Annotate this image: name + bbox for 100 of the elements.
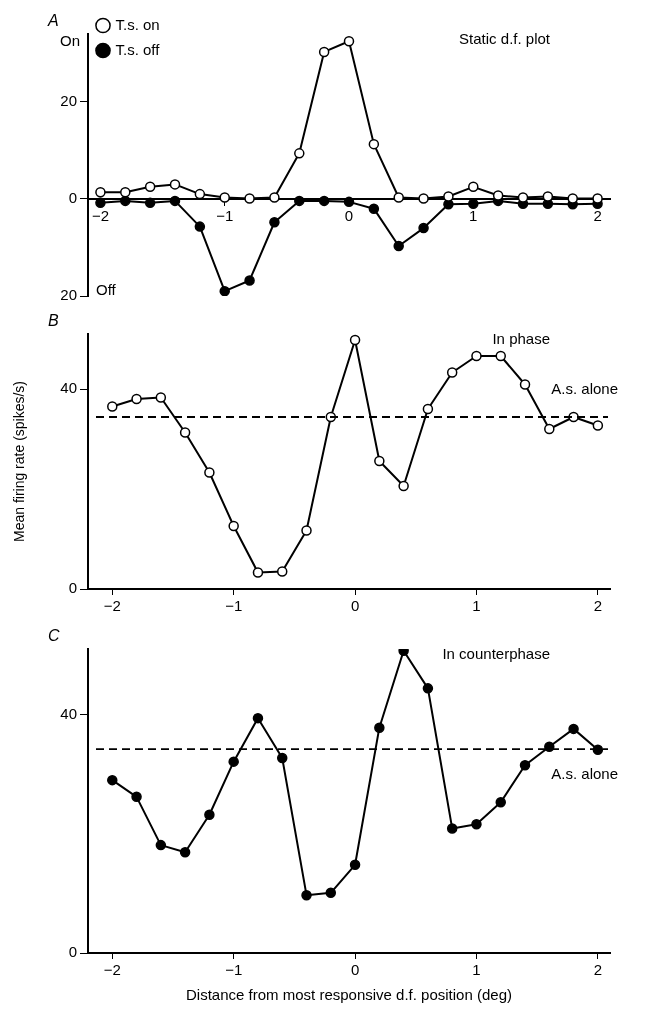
point <box>325 887 337 899</box>
point <box>343 196 355 208</box>
point <box>155 839 167 851</box>
point <box>169 179 181 190</box>
point <box>592 420 604 431</box>
x-tick-label: −2 <box>91 207 109 225</box>
point <box>568 723 579 735</box>
point <box>194 221 206 232</box>
point <box>495 350 506 362</box>
y-tick-label: 20 <box>60 286 77 304</box>
x-tick-label: 2 <box>593 207 602 225</box>
ref-line-label: A.s. alone <box>551 764 618 782</box>
x-tick-label: 0 <box>350 597 360 615</box>
point <box>228 756 239 767</box>
point <box>495 796 506 808</box>
point <box>294 148 305 159</box>
point <box>131 393 142 405</box>
point <box>219 192 230 203</box>
point <box>169 195 181 207</box>
point <box>544 423 555 435</box>
y-tick-label: 0 <box>68 579 77 597</box>
x-tick-label: −1 <box>225 961 243 979</box>
point <box>269 192 280 203</box>
point <box>301 889 312 901</box>
x-tick-label: 1 <box>472 597 481 615</box>
point <box>276 566 288 577</box>
point <box>443 191 454 202</box>
point <box>471 350 482 362</box>
point <box>107 401 118 412</box>
point <box>542 191 554 202</box>
point <box>318 46 330 58</box>
point <box>252 567 264 578</box>
point <box>144 197 156 209</box>
chart-title: A <box>47 12 59 29</box>
point <box>368 203 380 214</box>
annotation: Off <box>96 280 117 298</box>
point <box>131 791 142 803</box>
point <box>368 138 380 150</box>
point <box>276 752 288 764</box>
x-tick-label: 2 <box>593 597 603 615</box>
point <box>294 195 305 207</box>
x-tick-label: 1 <box>472 961 481 979</box>
point <box>120 195 131 207</box>
x-tick-label: 2 <box>593 961 603 979</box>
point <box>179 427 191 438</box>
x-tick-label: 0 <box>344 207 354 225</box>
point <box>204 809 215 820</box>
x-tick-label: 0 <box>350 961 360 979</box>
point <box>446 823 458 834</box>
chart-subtitle: In phase <box>492 330 550 347</box>
point <box>244 275 255 286</box>
x-tick-label: 1 <box>469 207 478 225</box>
point <box>318 195 330 207</box>
point <box>204 467 215 478</box>
point <box>269 217 280 228</box>
legend-label: T.s. off <box>115 40 161 58</box>
point <box>349 859 361 871</box>
chart-subtitle: In counterphase <box>442 645 550 662</box>
point <box>374 455 385 467</box>
point <box>422 683 434 694</box>
ref-line-label: A.s. alone <box>551 379 618 397</box>
point <box>244 193 255 204</box>
legend-label: T.s. on <box>115 15 160 33</box>
point <box>144 181 156 193</box>
point <box>179 847 191 858</box>
point <box>95 197 106 209</box>
chart-title: C <box>48 627 60 644</box>
point <box>343 36 355 47</box>
point <box>301 525 312 536</box>
chart-title: B <box>48 312 59 329</box>
point <box>492 190 504 201</box>
point <box>95 186 106 198</box>
x-tick-label: −1 <box>225 597 243 615</box>
point <box>107 774 118 786</box>
y-tick-label: 20 <box>60 92 77 110</box>
text: On <box>59 31 80 49</box>
y-tick-label: 40 <box>60 704 77 722</box>
point <box>120 186 131 198</box>
point <box>393 192 404 203</box>
x-tick-label: −1 <box>216 207 234 225</box>
point <box>446 367 458 378</box>
point <box>418 222 429 234</box>
y-tick-label: 0 <box>68 943 77 961</box>
point <box>252 712 264 724</box>
point <box>567 193 578 204</box>
x-tick-label: −2 <box>103 961 121 979</box>
point <box>422 403 434 415</box>
point <box>349 334 361 346</box>
point <box>519 759 531 771</box>
point <box>468 181 479 193</box>
x-tick-label: −2 <box>103 597 121 615</box>
point <box>374 722 385 733</box>
point <box>219 285 230 296</box>
point <box>393 240 404 252</box>
point <box>155 392 167 403</box>
point <box>228 520 239 532</box>
y-tick-label: 0 <box>68 189 77 207</box>
point <box>418 193 429 204</box>
y-axis-title: Mean firing rate (spikes/s) <box>11 380 28 543</box>
x-axis-title: Distance from most responsive d.f. position (deg) <box>186 986 512 1004</box>
